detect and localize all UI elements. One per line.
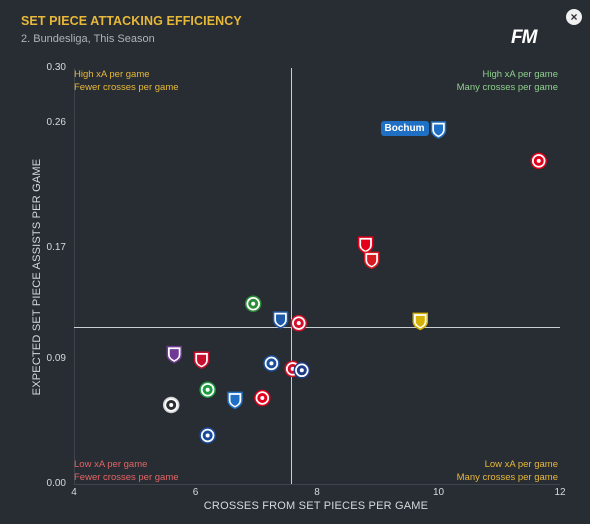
y-tick-label: 0.30 <box>46 62 66 73</box>
badge-frankfurt-icon[interactable] <box>530 152 547 170</box>
badge-bochum-icon[interactable] <box>430 121 447 139</box>
badge-jahn-icon[interactable] <box>363 251 380 270</box>
badge-alemannia-icon[interactable] <box>412 312 429 331</box>
badge-fuerth-icon[interactable] <box>199 381 216 398</box>
badge-elversberg-icon[interactable] <box>162 396 180 414</box>
badge-kaiserslautern-icon[interactable] <box>357 236 374 254</box>
badge-magdeburg-icon[interactable] <box>227 391 243 410</box>
quadrant-line: Fewer crosses per game <box>74 82 179 93</box>
x-tick-label: 8 <box>314 487 320 498</box>
bochum-label: Bochum <box>380 121 429 136</box>
y-tick-label: 0.00 <box>46 478 66 489</box>
quadrant-line: Low xA per game <box>484 459 558 470</box>
quadrant-line: Low xA per game <box>74 459 148 470</box>
quadrant-line: Many crosses per game <box>456 472 558 483</box>
quadrant-label-top-left: High xA per game Fewer crosses per game <box>74 68 179 94</box>
x-tick-label: 6 <box>192 487 199 498</box>
quadrant-label-bottom-left: Low xA per game Fewer crosses per game <box>74 458 179 484</box>
badge-paderborn-icon[interactable] <box>199 427 216 444</box>
badge-karlsruhe-icon[interactable] <box>293 362 311 379</box>
badge-hannover-icon[interactable] <box>244 295 262 312</box>
badge-heidenheim-icon[interactable] <box>193 351 210 370</box>
close-icon[interactable]: × <box>566 9 582 25</box>
badge-duesseldorf-icon[interactable] <box>254 389 271 407</box>
x-tick-label: 10 <box>432 487 445 498</box>
quadrant-label-bottom-right: Low xA per game Many crosses per game <box>457 458 558 484</box>
chart-title: SET PIECE ATTACKING EFFICIENCY <box>21 14 242 28</box>
chart-subtitle: 2. Bundesliga, This Season <box>21 33 155 45</box>
fm-logo: FM <box>511 27 537 48</box>
x-tick-label: 4 <box>71 487 77 498</box>
quadrant-line: High xA per game <box>482 69 558 80</box>
x-tick-label: 12 <box>554 487 566 498</box>
average-y-line <box>74 327 560 328</box>
badge-mainz-icon[interactable] <box>290 314 308 332</box>
badge-kiel-icon[interactable] <box>263 355 280 372</box>
quadrant-line: Many crosses per game <box>456 82 558 93</box>
x-axis-line <box>74 484 560 485</box>
y-tick-label: 0.26 <box>46 117 66 129</box>
y-axis-line <box>74 68 75 484</box>
badge-osnabrueck-icon[interactable] <box>166 345 182 364</box>
x-axis-title: CROSSES FROM SET PIECES PER GAME <box>203 500 429 512</box>
average-x-line <box>291 68 292 484</box>
quadrant-line: High xA per game <box>74 69 150 80</box>
y-tick-label: 0.17 <box>46 242 66 254</box>
badge-darmstadt-icon[interactable] <box>272 311 289 329</box>
quadrant-label-top-right: High xA per game Many crosses per game <box>457 68 558 94</box>
y-tick-label: 0.09 <box>46 353 66 365</box>
quadrant-line: Fewer crosses per game <box>74 472 179 483</box>
